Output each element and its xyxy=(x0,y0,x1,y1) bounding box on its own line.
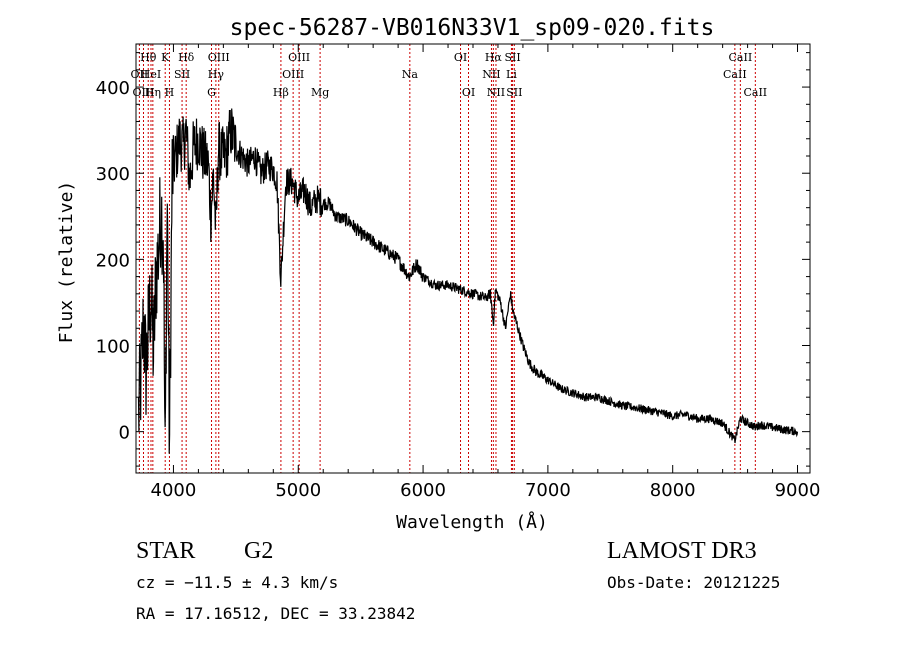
y-tick-label: 300 xyxy=(96,164,130,185)
emission-line-label: HeI xyxy=(141,68,161,81)
x-axis-label: Wavelength (Å) xyxy=(396,511,548,533)
emission-line-label: OI xyxy=(462,86,475,99)
x-tick-label: 5000 xyxy=(275,480,321,501)
emission-line-label: NII xyxy=(487,86,505,99)
emission-line-label: CaII xyxy=(723,68,747,81)
y-tick-label: 0 xyxy=(119,423,130,444)
survey-name: LAMOST DR3 xyxy=(607,538,757,564)
x-tick-label: 9000 xyxy=(775,480,821,501)
flux-series-line xyxy=(137,108,799,454)
emission-line-label: Mg xyxy=(311,86,329,99)
redshift-velocity: cz = −11.5 ± 4.3 km/s xyxy=(136,573,339,592)
emission-line-label: Hγ xyxy=(208,68,225,81)
plot-frame xyxy=(135,43,811,474)
x-axis: 4000 5000 6000 7000 8000 9000 xyxy=(151,44,821,501)
emission-line-label: OIII xyxy=(282,68,304,81)
x-tick-label: 7000 xyxy=(525,480,571,501)
emission-line-label: CaII xyxy=(743,86,767,99)
emission-line-labels: Hθ OII OIII HeI Hη K SII H Hδ OIII Hγ G Hβ OIII OIII Mg… xyxy=(131,51,768,99)
y-tick-label: 400 xyxy=(96,78,130,99)
emission-line-label: SII xyxy=(504,51,520,64)
emission-line-label: Hα xyxy=(485,51,503,64)
emission-line-label: CaII xyxy=(729,51,753,64)
emission-line-label: OIII xyxy=(132,86,154,99)
emission-line-label: H xyxy=(165,86,175,99)
emission-line-label: G xyxy=(207,86,216,99)
emission-line-label: OIII xyxy=(208,51,230,64)
x-tick-label: 4000 xyxy=(151,480,197,501)
emission-line-label: Hβ xyxy=(273,86,289,99)
y-tick-label: 200 xyxy=(96,250,130,271)
emission-line-label: Hθ xyxy=(140,51,157,64)
emission-line-label: OI xyxy=(454,51,467,64)
y-axis-label: Flux (relative) xyxy=(56,181,77,344)
x-tick-label: 6000 xyxy=(400,480,446,501)
emission-line-label: Na xyxy=(402,68,419,81)
emission-line-label: SII xyxy=(506,86,522,99)
emission-line-label: Hη xyxy=(145,86,161,99)
emission-line-label: NII xyxy=(482,68,500,81)
emission-line-label: Li xyxy=(506,68,517,81)
emission-line-label: K xyxy=(161,51,170,64)
emission-line-label: OII xyxy=(131,68,149,81)
emission-line-label: OIII xyxy=(288,51,310,64)
x-tick-label: 8000 xyxy=(650,480,696,501)
observation-date: Obs-Date: 20121225 xyxy=(607,573,781,592)
chart-title: spec-56287-VB016N33V1_sp09-020.fits xyxy=(230,15,715,41)
emission-line-markers xyxy=(138,44,756,473)
emission-line-label: Hδ xyxy=(178,51,195,64)
y-axis: 0 100 200 300 400 xyxy=(96,52,810,467)
coordinates: RA = 17.16512, DEC = 33.23842 xyxy=(136,604,416,623)
emission-line-label: SII xyxy=(174,68,190,81)
object-class: STAR xyxy=(136,538,196,564)
object-subclass: G2 xyxy=(244,538,274,564)
y-tick-label: 100 xyxy=(96,337,130,358)
